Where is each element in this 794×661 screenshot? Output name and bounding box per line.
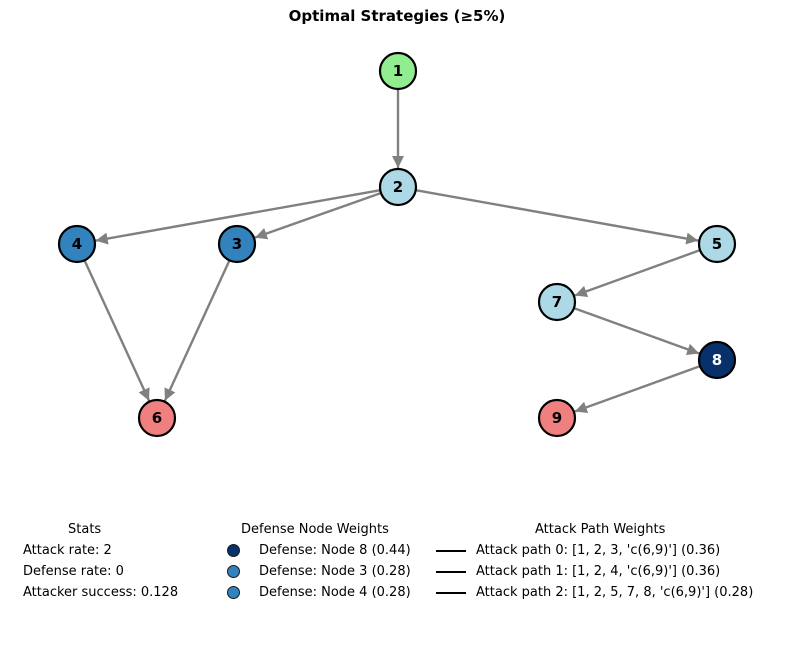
attack-legend-line-icon (436, 571, 466, 573)
node-circle (217, 224, 257, 264)
node-3[interactable]: 3 (217, 224, 257, 264)
node-circle (378, 51, 418, 91)
node-label: 2 (393, 178, 403, 196)
stats-title: Stats (68, 522, 102, 537)
node-7[interactable]: 7 (537, 282, 577, 322)
node-label: 7 (552, 293, 562, 311)
edge-2-3 (254, 191, 382, 240)
defense-legend-item: Defense: Node 8 (0.44) (259, 543, 411, 558)
defense-legend-title: Defense Node Weights (241, 522, 389, 537)
defense-legend-item: Defense: Node 4 (0.28) (259, 585, 411, 600)
node-4[interactable]: 4 (57, 224, 97, 264)
node-label: 9 (552, 409, 562, 427)
defense-legend-marker-icon (227, 565, 240, 578)
node-circle (537, 398, 577, 438)
attack-legend-item: Attack path 1: [1, 2, 4, 'c(6,9)'] (0.36… (476, 564, 721, 579)
stats-attack-rate: Attack rate: 2 (23, 543, 112, 558)
attack-legend-title: Attack Path Weights (535, 522, 666, 537)
edge-3-6 (163, 259, 231, 402)
edge-4-6 (83, 259, 151, 402)
edge-8-9 (574, 365, 701, 414)
attack-legend-item: Attack path 2: [1, 2, 5, 7, 8, 'c(6,9)']… (476, 585, 754, 600)
node-circle (697, 340, 737, 380)
edge-2-4 (95, 188, 381, 245)
attack-legend-line-icon (436, 592, 466, 594)
node-8[interactable]: 8 (697, 340, 737, 380)
edge-7-8 (573, 307, 700, 356)
defense-legend-marker-icon (227, 586, 240, 599)
node-circle (137, 398, 177, 438)
attack-legend-item: Attack path 0: [1, 2, 3, 'c(6,9)'] (0.36… (476, 543, 721, 558)
node-9[interactable]: 9 (537, 398, 577, 438)
node-label: 8 (712, 351, 722, 369)
node-circle (697, 224, 737, 264)
attack-legend-line-icon (436, 550, 466, 552)
node-label: 1 (393, 62, 403, 80)
node-label: 5 (712, 235, 722, 253)
node-label: 4 (72, 235, 82, 253)
node-5[interactable]: 5 (697, 224, 737, 264)
node-label: 6 (152, 409, 162, 427)
node-circle (57, 224, 97, 264)
node-6[interactable]: 6 (137, 398, 177, 438)
node-2[interactable]: 2 (378, 167, 418, 207)
defense-legend-item: Defense: Node 3 (0.28) (259, 564, 411, 579)
stats-attacker-success: Attacker success: 0.128 (23, 585, 179, 600)
edge-2-5 (415, 188, 699, 245)
node-circle (537, 282, 577, 322)
node-circle (378, 167, 418, 207)
node-label: 3 (232, 235, 242, 253)
attack-graph: 1 2 3 4 5 6 7 8 9 (57, 51, 737, 438)
stats-defense-rate: Defense rate: 0 (23, 564, 124, 579)
chart-title: Optimal Strategies (≥5%) (288, 7, 506, 25)
edge-5-7 (574, 249, 701, 298)
defense-legend-marker-icon (227, 544, 240, 557)
node-1[interactable]: 1 (378, 51, 418, 91)
